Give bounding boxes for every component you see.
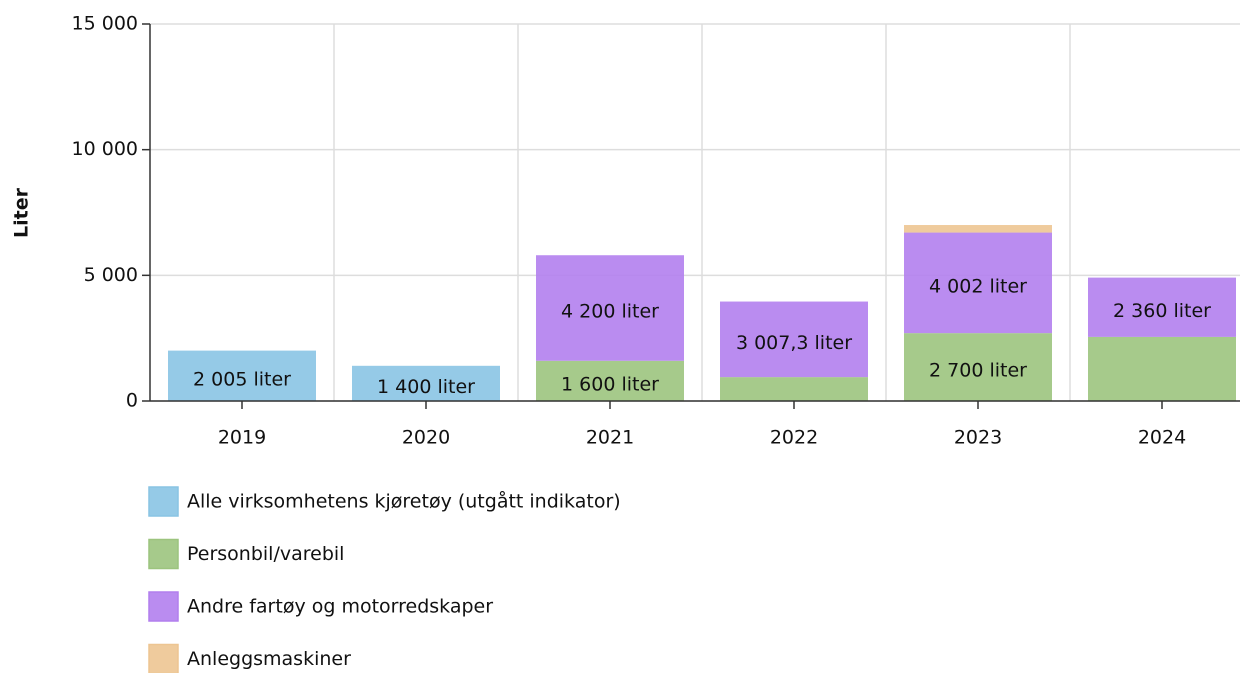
bar-segment — [1088, 277, 1236, 337]
legend-label: Personbil/varebil — [187, 543, 344, 565]
data-label: 4 002 liter — [929, 275, 1027, 297]
bar-segment — [720, 301, 868, 378]
data-label: 1 600 liter — [561, 373, 659, 395]
x-tick-label: 2023 — [954, 427, 1002, 449]
legend-swatch — [148, 643, 179, 673]
bar-segment — [904, 333, 1052, 401]
bar-segment — [352, 365, 500, 401]
data-label: 2 360 liter — [1113, 300, 1211, 322]
data-label: 2 700 liter — [929, 360, 1027, 382]
data-label: 2 005 liter — [193, 368, 291, 390]
x-tick-label: 2021 — [586, 427, 634, 449]
bar-segment — [904, 225, 1052, 233]
legend-label: Alle virksomhetens kjøretøy (utgått indi… — [187, 490, 621, 513]
data-label: 1 400 liter — [377, 376, 475, 398]
bar-segment — [536, 360, 684, 401]
y-tick-label: 0 — [126, 390, 138, 412]
legend-label: Anleggsmaskiner — [187, 648, 351, 670]
y-tick-label: 5 000 — [84, 264, 138, 286]
bar-segment — [720, 377, 868, 401]
data-label: 3 007,3 liter — [736, 332, 852, 354]
x-tick-label: 2019 — [218, 427, 266, 449]
x-tick-label: 2022 — [770, 427, 818, 449]
legend-swatch — [148, 486, 179, 517]
y-tick-label: 15 000 — [72, 13, 138, 35]
x-tick-label: 2024 — [1138, 427, 1186, 449]
legend-label: Andre fartøy og motorredskaper — [187, 596, 493, 618]
y-axis-label: Liter — [11, 187, 33, 238]
bar-segment — [168, 350, 316, 401]
x-tick-label: 2020 — [402, 427, 450, 449]
y-tick-label: 10 000 — [72, 138, 138, 160]
data-label: 4 200 liter — [561, 301, 659, 323]
bar-segment — [904, 232, 1052, 334]
bar-segment — [536, 255, 684, 361]
legend-swatch — [148, 538, 179, 570]
bar-segment — [1088, 336, 1236, 401]
legend-swatch — [148, 591, 179, 622]
